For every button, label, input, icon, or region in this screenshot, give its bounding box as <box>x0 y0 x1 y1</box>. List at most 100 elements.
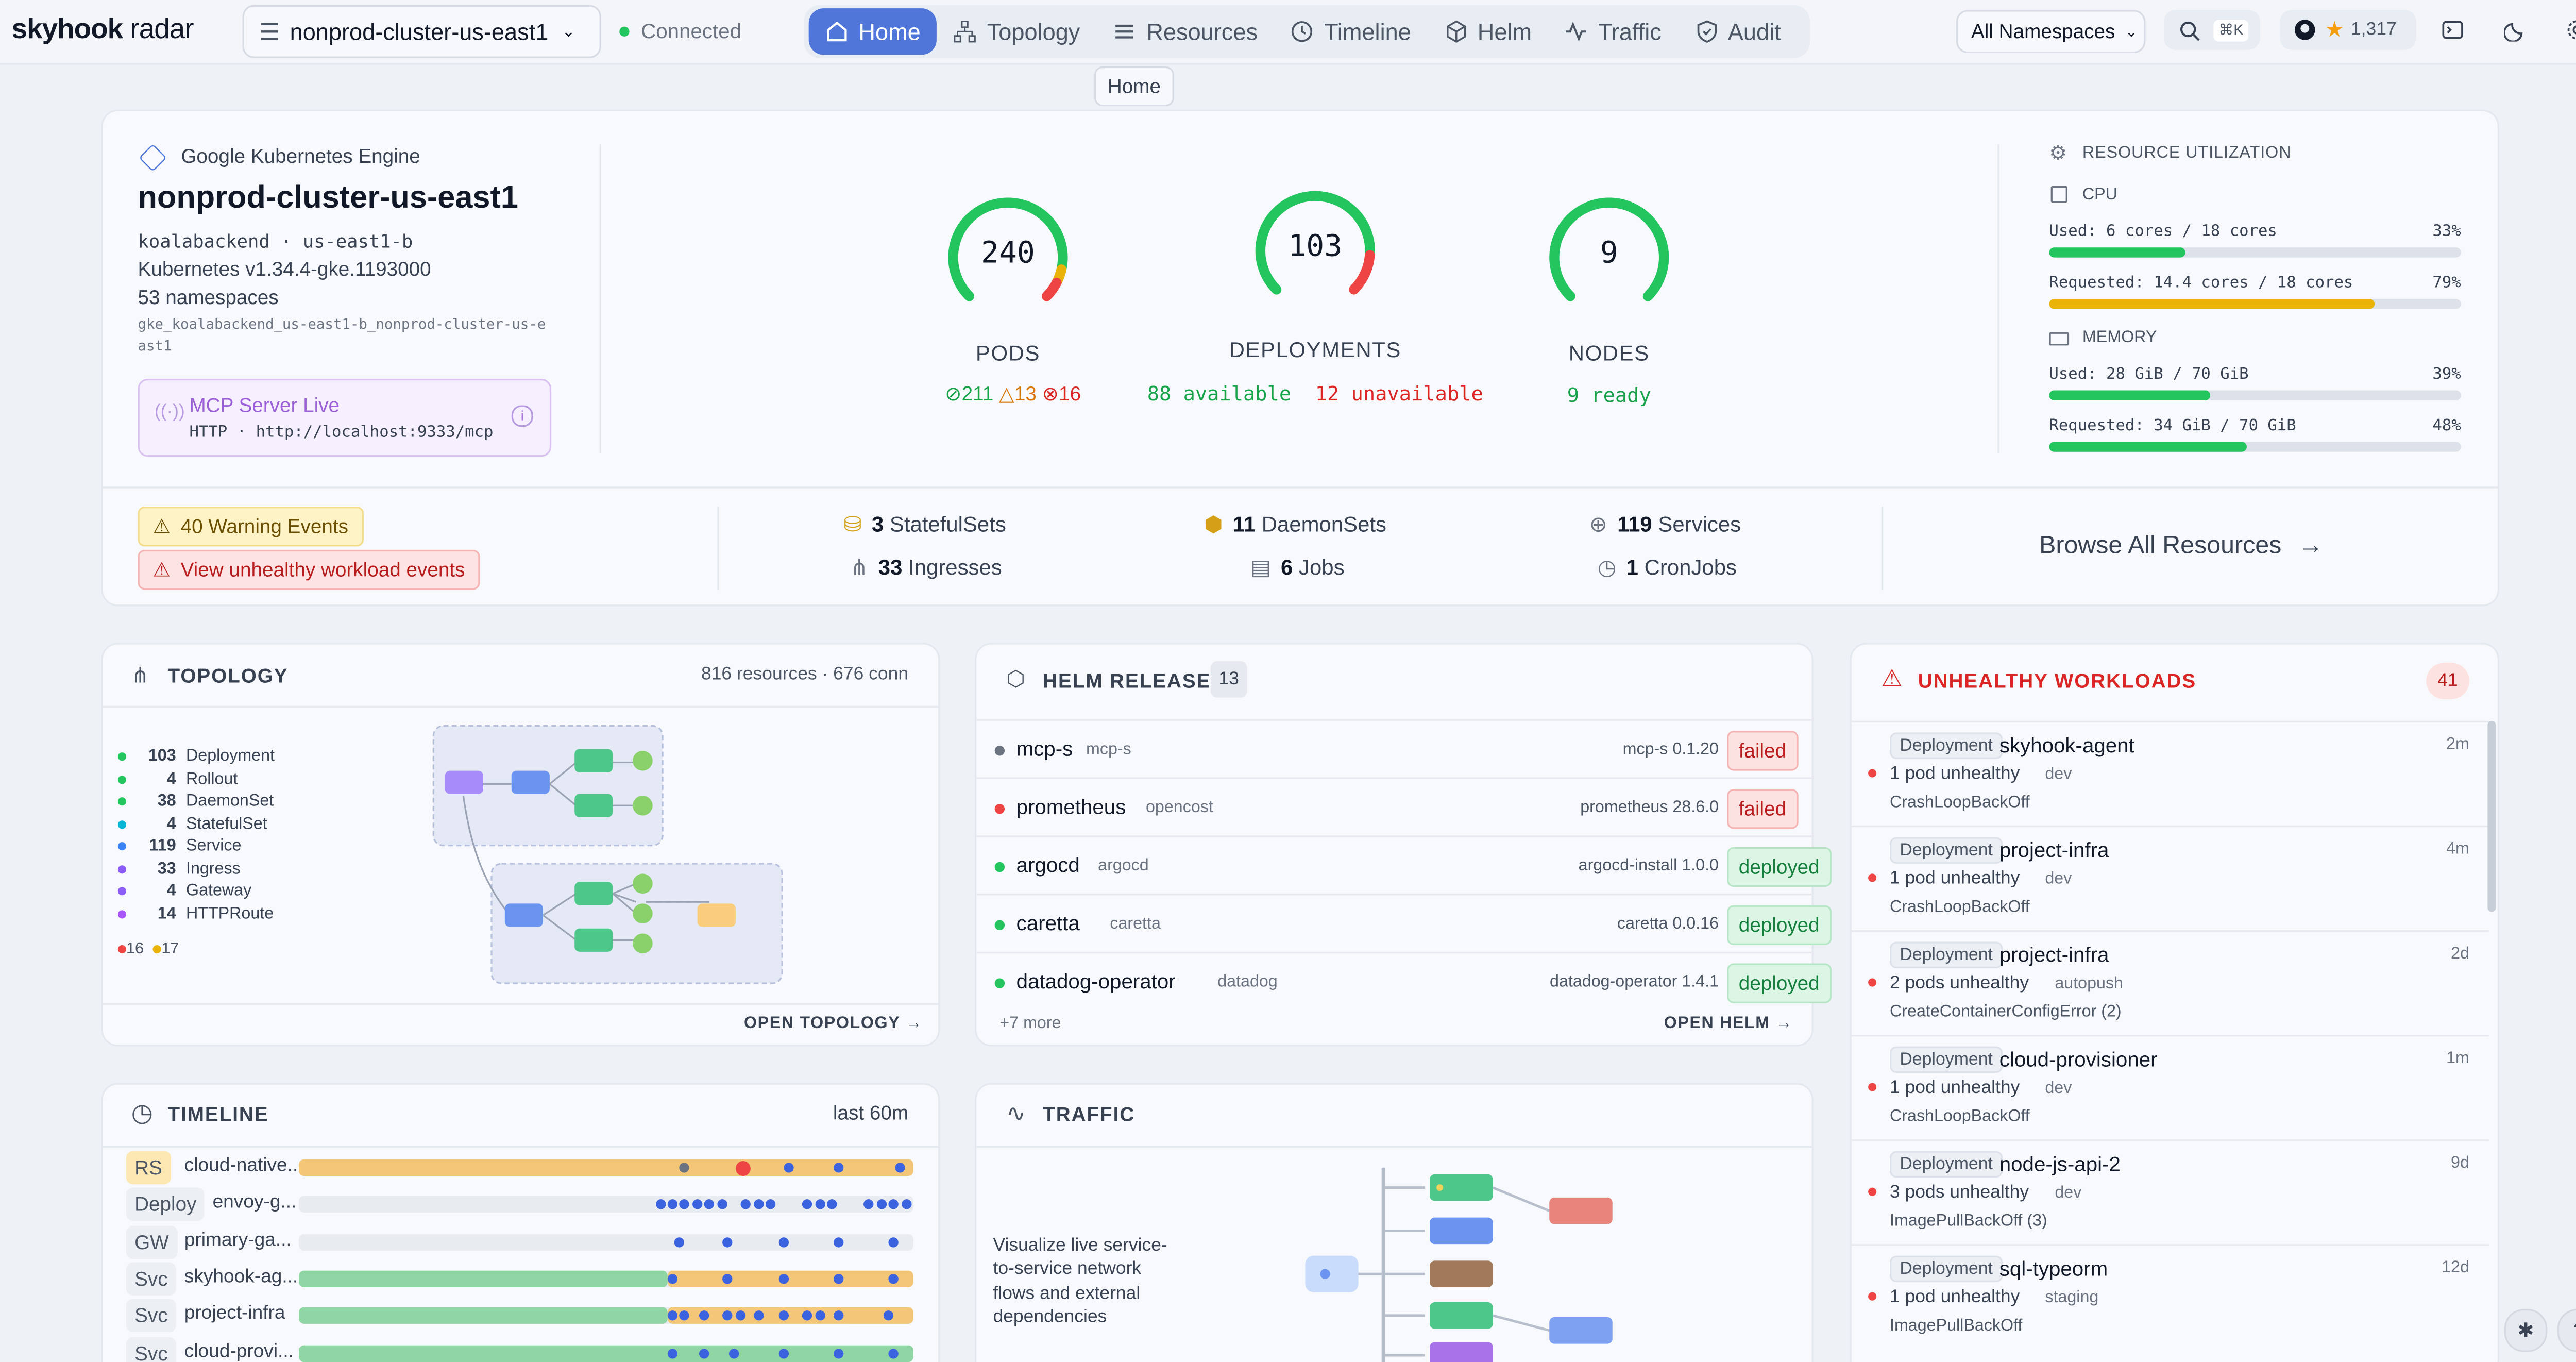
timeline-event-dot[interactable] <box>864 1200 874 1210</box>
timeline-event-dot[interactable] <box>833 1348 844 1358</box>
timeline-row[interactable]: Svc cloud-provi... <box>126 1336 923 1362</box>
timeline-event-dot[interactable] <box>889 1273 899 1284</box>
timeline-event-dot[interactable] <box>876 1200 887 1210</box>
traffic-card[interactable]: ∿ TRAFFIC Visualize live service-to-serv… <box>975 1083 1814 1362</box>
cluster-select[interactable]: ☰ nonprod-cluster-us-east1 ⌄ <box>242 5 601 58</box>
count-cronjobs[interactable]: ◷ 1 CronJobs <box>1597 554 1737 580</box>
timeline-event-dot[interactable] <box>680 1310 690 1321</box>
timeline-event-dot[interactable] <box>680 1200 690 1210</box>
timeline-event-dot[interactable] <box>883 1310 893 1321</box>
timeline-event-dot[interactable] <box>735 1310 745 1321</box>
helm-release-row[interactable]: prometheus opencost prometheus 28.6.0 faile… <box>976 777 1814 837</box>
timeline-event-dot[interactable] <box>901 1200 911 1210</box>
helm-release-row[interactable]: mcp-s mcp-s mcp-s 0.1.20 failed <box>976 719 1814 779</box>
unhealthy-workload-row[interactable]: Deployment skyhook-agent 2m 1 pod unhealthy… <box>1851 720 2489 827</box>
timeline-event-dot[interactable] <box>741 1200 752 1210</box>
open-topology-link[interactable]: OPEN TOPOLOGY → <box>743 1015 923 1033</box>
topology-card[interactable]: ⋔ TOPOLOGY 816 resources · 676 conn 103 D… <box>101 643 940 1047</box>
search-button[interactable]: ⌘K <box>2163 10 2260 50</box>
timeline-event-dot[interactable] <box>815 1200 825 1210</box>
timeline-row[interactable]: Svc skyhook-ag... <box>126 1262 923 1296</box>
timeline-event-dot[interactable] <box>784 1163 794 1173</box>
tab-timeline[interactable]: Timeline <box>1274 8 1428 55</box>
helm-release-row[interactable]: argocd argocd argocd-install 1.0.0 deployed <box>976 835 1832 895</box>
theme-toggle-button[interactable] <box>2498 12 2534 48</box>
timeline-event-dot[interactable] <box>778 1310 788 1321</box>
pods-gauge[interactable]: 240 <box>942 191 1075 324</box>
timeline-event-dot[interactable] <box>766 1200 776 1210</box>
namespace-select[interactable]: All Namespaces ⌄ <box>1956 10 2146 54</box>
tab-audit[interactable]: Audit <box>1678 8 1798 55</box>
count-statefulsets[interactable]: ⛁ 3 StatefulSets <box>843 511 1006 537</box>
timeline-row[interactable]: GW primary-ga... <box>126 1225 923 1258</box>
timeline-card[interactable]: ◷ TIMELINE last 60m RS cloud-native... Dep… <box>101 1083 940 1362</box>
timeline-event-dot[interactable] <box>815 1310 825 1321</box>
tab-resources[interactable]: Resources <box>1097 8 1275 55</box>
terminal-button[interactable] <box>2434 12 2471 48</box>
helm-release-row[interactable]: caretta caretta caretta 0.0.16 deployed <box>976 894 1832 953</box>
unhealthy-workload-row[interactable]: Deployment project-infra 2d 2 pods unhealth… <box>1851 930 2489 1036</box>
timeline-event-dot[interactable] <box>667 1200 678 1210</box>
timeline-event-dot[interactable] <box>735 1160 750 1175</box>
browse-all-resources-link[interactable]: Browse All Resources → <box>2039 531 2324 560</box>
debug-button[interactable]: ✱ <box>2504 1308 2548 1352</box>
timeline-event-dot[interactable] <box>680 1163 690 1173</box>
count-services[interactable]: ⊕ 119 Services <box>1589 511 1741 537</box>
timeline-event-dot[interactable] <box>723 1310 733 1321</box>
count-ingresses[interactable]: ⋔ 33 Ingresses <box>850 554 1002 580</box>
timeline-event-dot[interactable] <box>692 1200 702 1210</box>
timeline-event-dot[interactable] <box>753 1310 764 1321</box>
timeline-event-dot[interactable] <box>889 1236 899 1247</box>
tab-home[interactable]: Home <box>808 8 938 55</box>
timeline-event-dot[interactable] <box>698 1310 708 1321</box>
timeline-event-dot[interactable] <box>753 1200 764 1210</box>
unhealthy-workload-row[interactable]: Deployment sql-typeorm 12d 1 pod unhealthy s… <box>1851 1244 2489 1350</box>
timeline-event-dot[interactable] <box>673 1236 684 1247</box>
github-button[interactable]: ★ 1,317 <box>2280 10 2416 50</box>
scrollbar[interactable] <box>2487 720 2496 912</box>
timeline-event-dot[interactable] <box>803 1310 813 1321</box>
timeline-event-dot[interactable] <box>667 1273 678 1284</box>
warning-events-badge[interactable]: ⚠ 40 Warning Events <box>138 507 363 547</box>
nodes-gauge[interactable]: 9 <box>1543 191 1675 324</box>
timeline-event-dot[interactable] <box>667 1348 678 1358</box>
timeline-event-dot[interactable] <box>894 1163 905 1173</box>
timeline-event-dot[interactable] <box>728 1348 739 1358</box>
timeline-event-dot[interactable] <box>655 1200 666 1210</box>
timeline-row[interactable]: RS cloud-native... <box>126 1151 923 1185</box>
timeline-event-dot[interactable] <box>833 1163 844 1173</box>
unhealthy-workload-row[interactable]: Deployment node-js-api-2 9d 3 pods unhealth… <box>1851 1139 2489 1246</box>
timeline-event-dot[interactable] <box>803 1200 813 1210</box>
settings-button[interactable] <box>2559 12 2576 48</box>
unhealthy-workload-row[interactable]: Deployment cloud-provisioner 1m 1 pod unhea… <box>1851 1035 2489 1141</box>
tab-traffic[interactable]: Traffic <box>1548 8 1678 55</box>
deployments-gauge[interactable]: 103 <box>1249 184 1382 317</box>
count-jobs[interactable]: ▤ 6 Jobs <box>1250 554 1345 580</box>
open-helm-link[interactable]: OPEN HELM → <box>1664 1015 1793 1033</box>
timeline-event-dot[interactable] <box>833 1236 844 1247</box>
timeline-event-dot[interactable] <box>833 1273 844 1284</box>
tab-topology[interactable]: Topology <box>937 8 1097 55</box>
timeline-event-dot[interactable] <box>723 1236 733 1247</box>
timeline-event-dot[interactable] <box>889 1348 899 1358</box>
helm-release-row[interactable]: datadog-operator datadog datadog-operator … <box>976 951 1832 1012</box>
unhealthy-workload-row[interactable]: Deployment project-infra 4m 1 pod unhealthy… <box>1851 825 2489 932</box>
timeline-event-dot[interactable] <box>778 1348 788 1358</box>
count-daemonsets[interactable]: ⬢ 11 DaemonSets <box>1204 511 1387 537</box>
timeline-row[interactable]: Svc project-infra <box>126 1299 923 1333</box>
timeline-event-dot[interactable] <box>827 1200 838 1210</box>
helm-more[interactable]: +7 more <box>999 1015 1061 1033</box>
info-icon[interactable]: i <box>511 405 533 427</box>
timeline-event-dot[interactable] <box>667 1310 678 1321</box>
mcp-server-card[interactable]: ((·)) MCP Server Live HTTP · http://loca… <box>138 378 552 457</box>
brand-logo[interactable]: skyhook radar <box>11 13 194 45</box>
unhealthy-events-link[interactable]: ⚠ View unhealthy workload events <box>138 549 480 590</box>
tab-helm[interactable]: Helm <box>1428 8 1548 55</box>
timeline-event-dot[interactable] <box>717 1200 727 1210</box>
timeline-event-dot[interactable] <box>778 1236 788 1247</box>
timeline-event-dot[interactable] <box>889 1200 899 1210</box>
timeline-event-dot[interactable] <box>698 1348 708 1358</box>
timeline-event-dot[interactable] <box>704 1200 715 1210</box>
timeline-event-dot[interactable] <box>723 1273 733 1284</box>
timeline-event-dot[interactable] <box>833 1310 844 1321</box>
